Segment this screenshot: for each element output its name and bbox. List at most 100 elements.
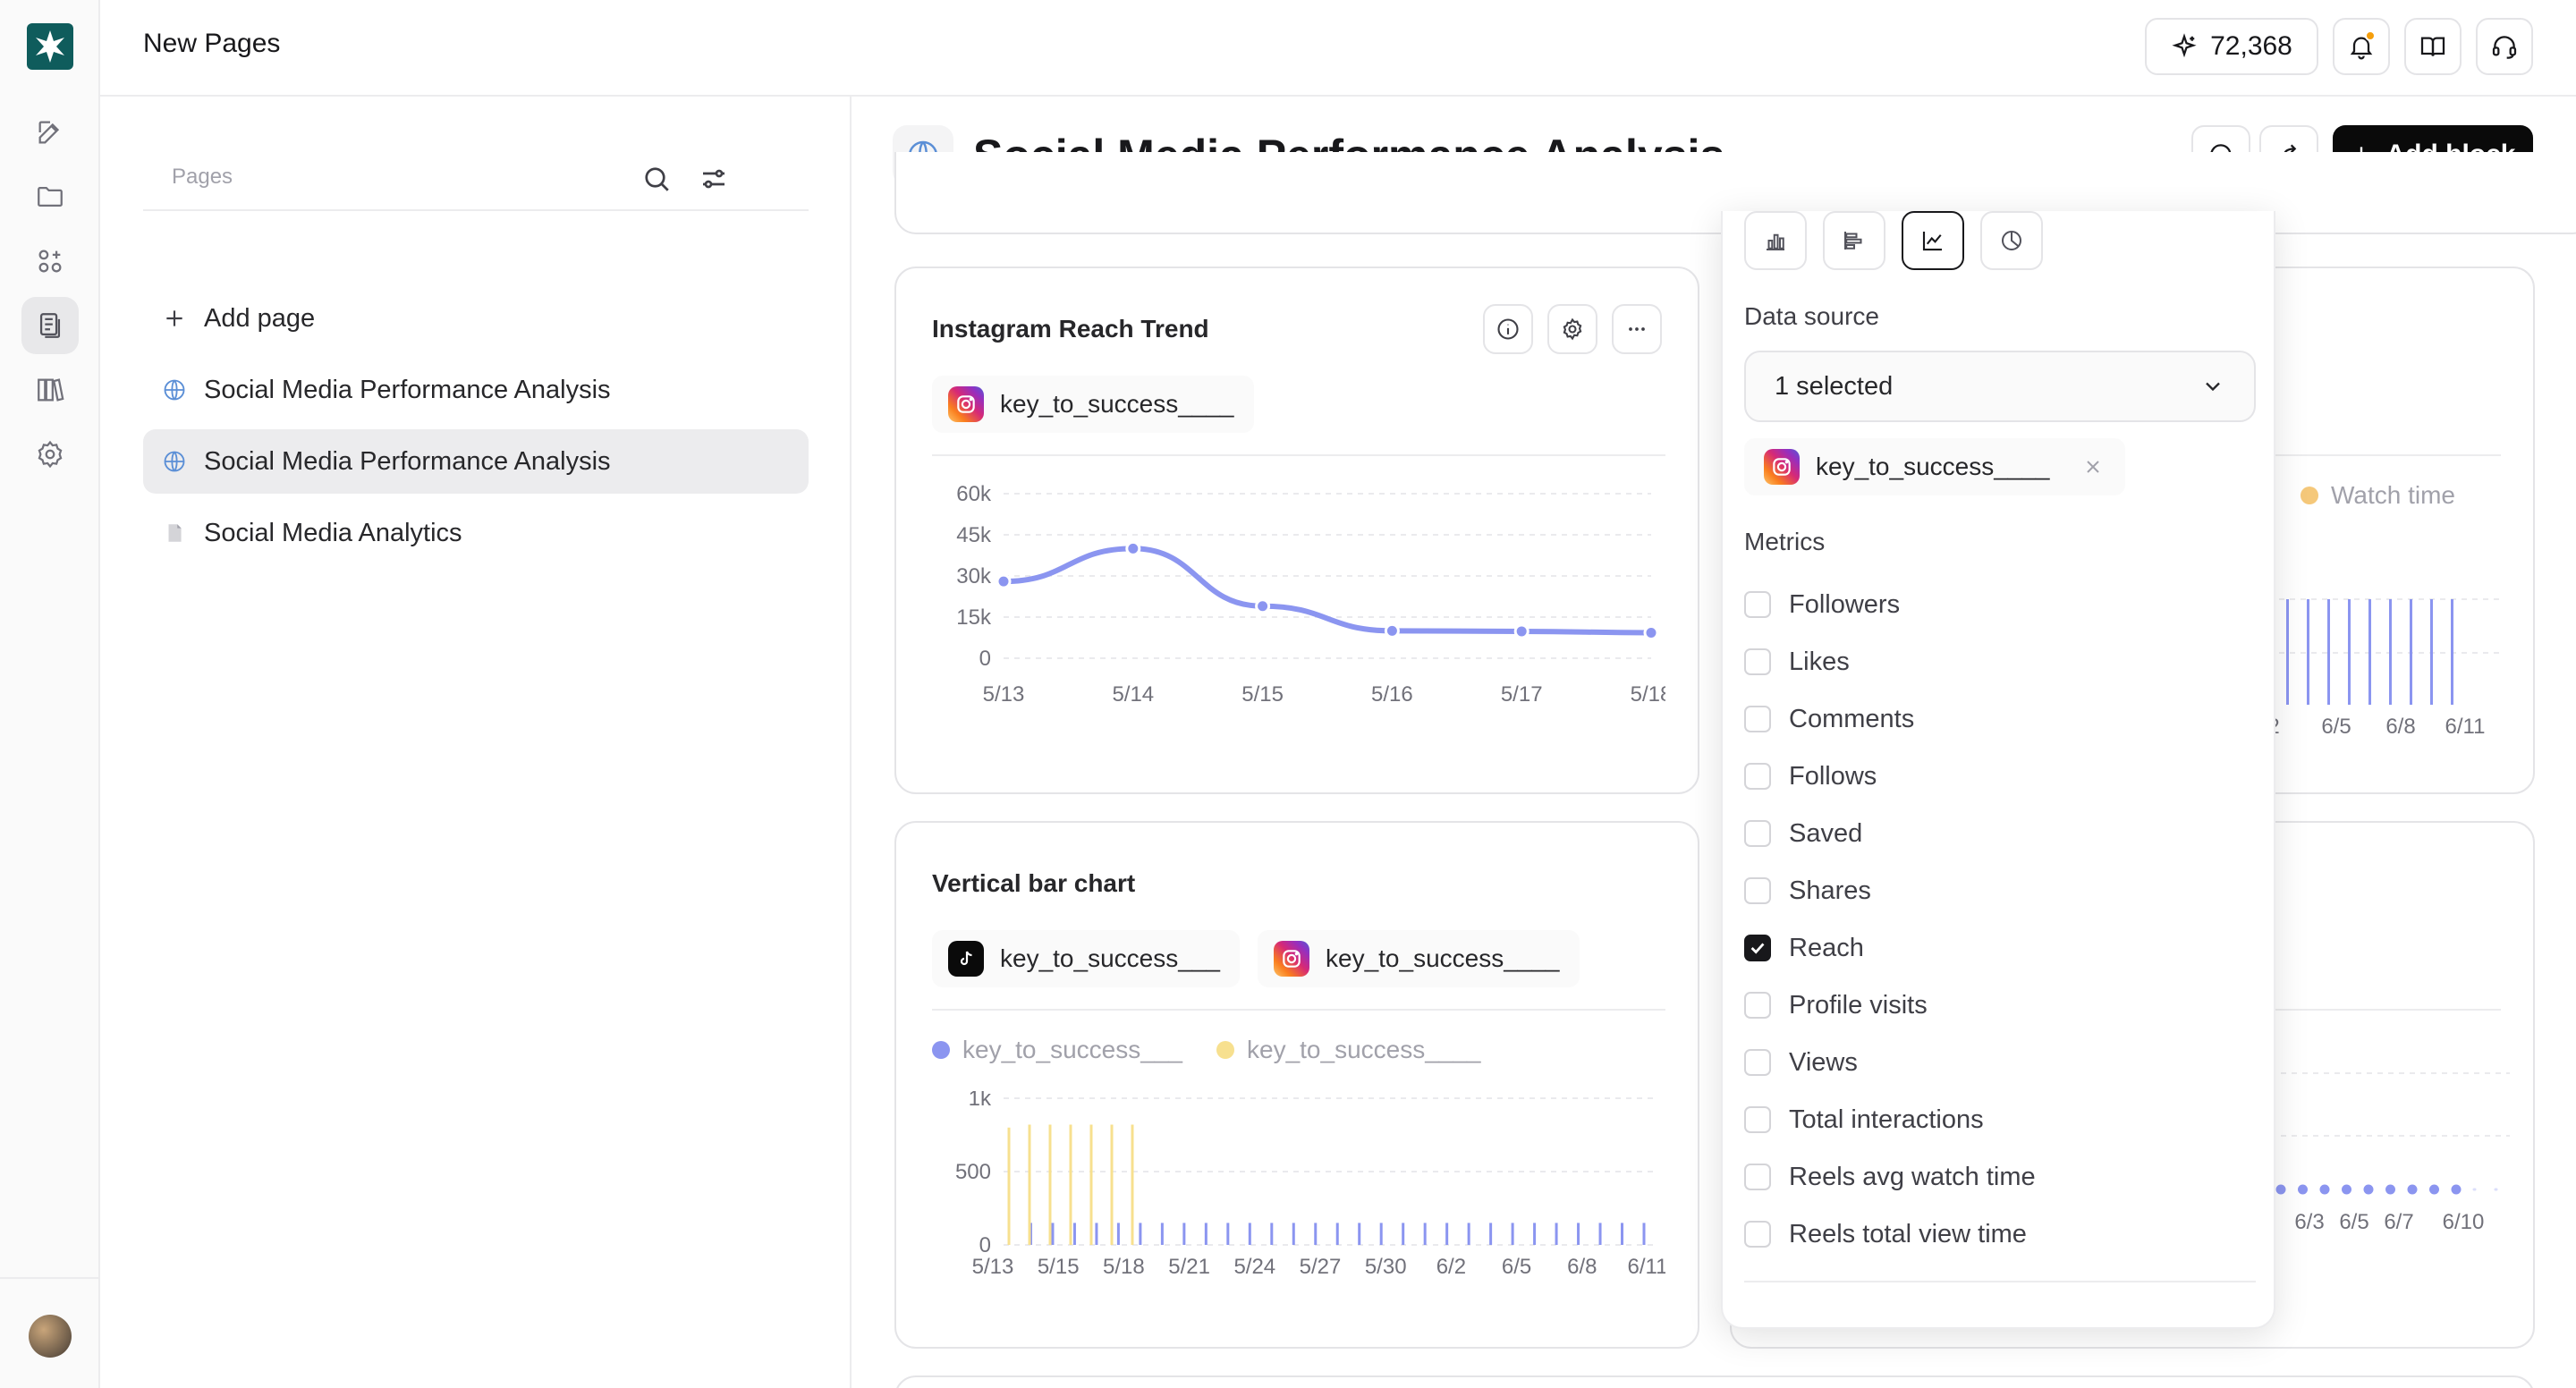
filter-sliders-icon[interactable]	[698, 163, 730, 195]
metric-checkbox[interactable]	[1744, 1164, 1771, 1190]
page-item[interactable]: Social Media Performance Analysis	[143, 358, 809, 422]
chart-settings-popover: Data source 1 selected key_to_success___…	[1721, 211, 2275, 1329]
bar-mark	[2327, 599, 2330, 705]
y-tick-label: 0	[979, 1233, 991, 1257]
icon-rail	[0, 0, 100, 1388]
legend-item[interactable]: key_to_success____	[1216, 1036, 1481, 1064]
data-point	[2339, 1181, 2354, 1198]
chart-type-horizontal-bar[interactable]	[1823, 211, 1885, 270]
x-tick-label: 5/17	[1501, 682, 1543, 707]
metric-option-views[interactable]: Views	[1744, 1041, 1858, 1084]
metric-option-reels-total-view-time[interactable]: Reels total view time	[1744, 1213, 2027, 1256]
next-block-card	[894, 1375, 2535, 1388]
app-logo-icon[interactable]	[27, 23, 73, 70]
pages-search-bar[interactable]: Pages	[143, 152, 809, 211]
metric-option-reach[interactable]: Reach	[1744, 927, 1864, 969]
credits-button[interactable]: 72,368	[2145, 18, 2318, 75]
data-source-select[interactable]: 1 selected	[1744, 351, 2256, 422]
metric-label: Total interactions	[1789, 1104, 1984, 1134]
headset-icon	[2492, 36, 2517, 59]
x-tick-label: 6/11	[2445, 715, 2486, 739]
bar-chart-icon	[1767, 233, 1784, 250]
account-chip[interactable]: key_to_success____	[932, 376, 1254, 433]
chart-type-bar[interactable]	[1744, 211, 1807, 270]
metric-checkbox[interactable]	[1744, 935, 1771, 961]
support-button[interactable]	[2476, 18, 2533, 75]
avatar[interactable]	[29, 1315, 72, 1358]
metric-option-follows[interactable]: Follows	[1744, 755, 1877, 798]
add-page-button[interactable]: Add page	[143, 286, 809, 351]
card-settings-button[interactable]	[1547, 304, 1597, 354]
chart-type-line[interactable]	[1902, 211, 1964, 270]
edit-icon[interactable]	[21, 104, 79, 161]
metric-checkbox[interactable]	[1744, 648, 1771, 675]
bar-mark	[2286, 599, 2289, 705]
bar-series1	[1095, 1223, 1098, 1245]
metric-label: Followers	[1789, 589, 1901, 619]
rail-divider	[0, 1277, 100, 1279]
metric-option-reels-avg-watch-time[interactable]: Reels avg watch time	[1744, 1155, 2036, 1198]
y-tick-label: 0	[979, 647, 991, 671]
bar-series2	[1069, 1124, 1072, 1245]
metric-checkbox[interactable]	[1744, 1106, 1771, 1133]
legend-item[interactable]: Watch time	[2301, 481, 2455, 510]
bar-series1	[1555, 1223, 1558, 1245]
data-point	[2273, 1181, 2289, 1198]
metric-option-shares[interactable]: Shares	[1744, 869, 1871, 912]
legend-item[interactable]: key_to_success___	[932, 1036, 1182, 1064]
bar-mark	[2410, 599, 2412, 705]
close-icon[interactable]	[2082, 456, 2104, 478]
metric-label: Saved	[1789, 818, 1863, 848]
selected-account-chip: key_to_success____	[1744, 438, 2125, 495]
bar-series1	[1182, 1223, 1186, 1245]
globe-icon	[161, 448, 188, 475]
metric-checkbox[interactable]	[1744, 591, 1771, 618]
bar-series1	[1051, 1223, 1055, 1245]
metric-option-followers[interactable]: Followers	[1744, 583, 1900, 626]
bar-series2	[1131, 1124, 1134, 1245]
y-tick-label: 45k	[956, 523, 992, 547]
folder-icon[interactable]	[21, 168, 79, 225]
bar-mark	[2307, 599, 2309, 705]
bar-series1	[1226, 1223, 1230, 1245]
metric-checkbox[interactable]	[1744, 763, 1771, 790]
library-icon[interactable]	[21, 361, 79, 419]
tiktok-icon	[948, 941, 984, 977]
x-tick-label: 6/8	[2385, 715, 2415, 739]
metric-checkbox[interactable]	[1744, 1049, 1771, 1076]
metric-checkbox[interactable]	[1744, 992, 1771, 1019]
metric-checkbox[interactable]	[1744, 820, 1771, 847]
page-item-active[interactable]: Social Media Performance Analysis	[143, 429, 809, 494]
account-chip[interactable]: key_to_success___	[932, 930, 1240, 987]
more-button[interactable]	[1612, 304, 1662, 354]
metric-label: Views	[1789, 1047, 1858, 1077]
metric-option-saved[interactable]: Saved	[1744, 812, 1862, 855]
instagram-icon	[1274, 941, 1309, 977]
metric-checkbox[interactable]	[1744, 877, 1771, 904]
page-item[interactable]: Social Media Analytics	[143, 501, 809, 565]
bar-mark	[2348, 599, 2351, 705]
apps-icon[interactable]	[21, 233, 79, 290]
page-item-label: Social Media Performance Analysis	[204, 375, 611, 404]
docs-button[interactable]	[2404, 18, 2462, 75]
bar-series1	[1423, 1223, 1427, 1245]
search-icon[interactable]	[640, 163, 673, 195]
page-item-label: Social Media Analytics	[204, 518, 462, 547]
metric-checkbox[interactable]	[1744, 706, 1771, 732]
pages-icon[interactable]	[21, 297, 79, 354]
metric-option-profile-visits[interactable]: Profile visits	[1744, 984, 1928, 1027]
info-button[interactable]	[1483, 304, 1533, 354]
metric-label: Reels avg watch time	[1789, 1162, 2036, 1191]
y-tick-label: 500	[955, 1160, 991, 1184]
metric-option-comments[interactable]: Comments	[1744, 698, 1914, 741]
legend-label: Watch time	[2331, 481, 2455, 509]
account-chip[interactable]: key_to_success____	[1258, 930, 1580, 987]
chart-type-pie[interactable]	[1980, 211, 2043, 270]
metric-option-total-interactions[interactable]: Total interactions	[1744, 1098, 1984, 1141]
metric-option-likes[interactable]: Likes	[1744, 640, 1850, 683]
notifications-button[interactable]	[2333, 18, 2390, 75]
add-page-label: Add page	[204, 303, 316, 333]
metric-checkbox[interactable]	[1744, 1221, 1771, 1248]
metric-label: Follows	[1789, 761, 1877, 791]
settings-icon[interactable]	[21, 426, 79, 483]
